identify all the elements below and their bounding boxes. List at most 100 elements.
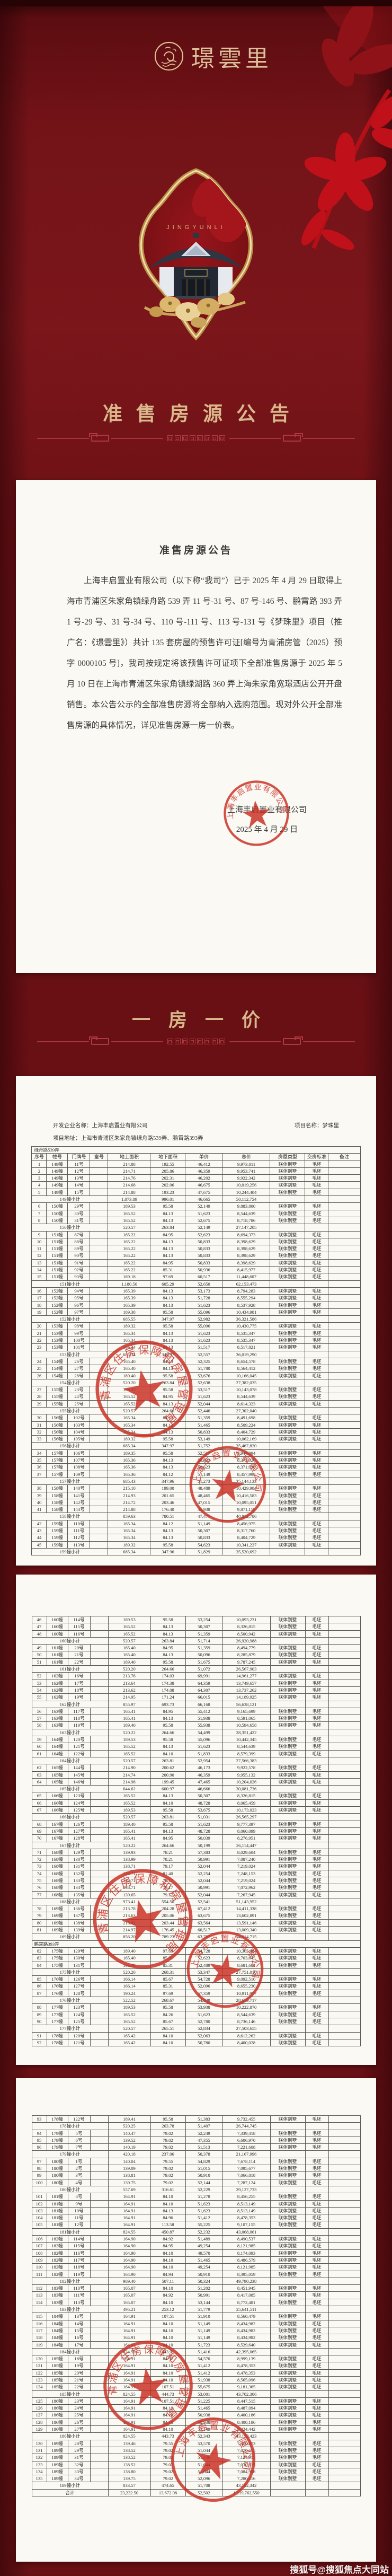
table-row: 110 182幢 118号 164.90 84.10 49,254 8,121,985 联体别… [31, 2263, 361, 2271]
table-row: 109 182幢 117号 164.90 84.10 51,465 8,486,579 联体别… [31, 2256, 361, 2264]
table-row: 123 185幢 21号 164.91 84.10 51,938 8,565,096 联体别墅… [31, 2376, 361, 2384]
table-row: 72 168幢 130号 138.99 78.21 50,991 7,087,240 联体别墅… [31, 1856, 361, 1863]
price-table: 46 160幢 114号 189.53 95.58 53,254 10,093,231 联体别… [31, 1615, 361, 2047]
ornamental-divider [37, 433, 355, 442]
table-row: 104 181幢 11号 164.91 84.96 51,412 8,478,353 联体别墅… [31, 2214, 361, 2222]
table-row: 127 186幢 25号 164.91 84.10 50,938 8,400,186 联体别墅… [31, 2411, 361, 2419]
table-row: 80 169幢 138号 213.82 203.44 63,564 13,591,146 联体… [31, 1919, 361, 1927]
table-row: 169幢小计 856.20 789.23 63,787 54,614,715 [31, 1933, 361, 1941]
brand-logo: 璟雲里 [17, 39, 392, 73]
table-row: 103 181幢 10号 164.91 84.13 51,623 8,513,149 联体别墅… [31, 2206, 361, 2215]
table-row: 38 158幢 140号 215.10 199.00 48,489 10,429,984 联体… [31, 1484, 361, 1492]
table-row: 75 168幢 133号 138.71 79.17 52,044 7,219,024 联体别墅… [31, 1876, 361, 1885]
table-row: 37 157幢 109号 165.36 84.12 51,149 8,457,999 联体别墅… [31, 1470, 361, 1478]
table-row: 29 155幢 25号 165.52 84.13 52,044 8,614,323 联体别墅毛… [31, 1400, 361, 1408]
table-row: 102 181幢 9号 164.91 84.10 51,623 8,513,149 联体别墅毛… [31, 2200, 361, 2208]
table-row: 25 154幢 27号 165.40 84.13 51,780 8,564,412 联体别墅毛… [31, 1365, 361, 1373]
table-row: 185幢小计 824.55 444.73 53,001 43,702,306 [31, 2390, 361, 2398]
table-row: 135 189幢 34号 139.75 79.02 52,096 7,280,416 联体别墅… [31, 2475, 361, 2483]
table-row: 82 175幢 129号 189.40 97.69 54,728 10,365,484 联体别… [31, 1947, 361, 1955]
table-row: 89 177幢 124号 165.52 84.26 51,623 8,544,639 联体别墅… [31, 2010, 361, 2018]
ornamental-divider [37, 1036, 355, 1045]
table-row: 120 185幢 18号 164.91 84.92 54,570 8,999,139 联体别墅… [31, 2355, 361, 2363]
table-row: 28 155幢 24号 165.52 84.95 51,623 8,544,639 联体别墅毛… [31, 1393, 361, 1401]
table-row: 34 157幢 106号 189.35 95.58 52,517 9,944,094 联体别墅… [31, 1449, 361, 1457]
table-row: 180幢小计 557.69 316.61 52,229 29,127,733 [31, 2185, 361, 2194]
table-row: 40 158幢 142号 214.72 203.46 47,015 10,095,051 联体… [31, 1498, 361, 1507]
table-row: 179幢小计 420.18 237.06 50,378 21,167,996 [31, 2150, 361, 2158]
table-row: 189幢小计 833.57 474.65 51,708 43,102,342 [31, 2482, 361, 2490]
table-row: 84 175幢 131号 165.40 85.31 52,489 8,681,681 联体别墅… [31, 1961, 361, 1969]
table-row: 14 151幢 92号 165.22 85.31 50,936 8,415,977 联体别墅毛… [31, 1266, 361, 1274]
table-row: 46 160幢 114号 189.53 95.58 53,254 10,093,231 联体别… [31, 1615, 361, 1624]
price-section-title: 一房一价 [131, 1010, 278, 1031]
table-row: 121 185幢 19号 164.91 84.10 51,412 8,478,353 联体别墅… [31, 2362, 361, 2370]
table-row: 4 149幢 14号 214.68 202.06 46,675 10,019,256 联体别墅… [31, 1181, 361, 1189]
table-row: 81 169幢 139号 214.97 176.45 60,517 13,009,340 联体… [31, 1926, 361, 1934]
table-row: 33 156幢 105号 189.32 95.58 53,149 10,062,169 联体别… [31, 1435, 361, 1443]
table-row: 19 152幢 97号 189.38 95.58 55,096 10,434,981 联体别墅… [31, 1308, 361, 1316]
table-row: 42 159幢 110号 165.34 84.12 51,149 8,456,975 联体别墅… [31, 1519, 361, 1528]
table-row: 132 189幢 31号 138.52 79.02 51,436 7,124,915 联体别墅… [31, 2454, 361, 2461]
table-row: 21 153幢 99号 165.34 84.13 51,623 8,535,347 联体别墅毛… [31, 1329, 361, 1338]
table-row: 2 149幢 12号 214.71 205.86 46,359 9,953,741 联体别墅毛… [31, 1167, 361, 1175]
announcement-document: 准售房源公告 上海丰启置业有限公司（以下称“我司”）已于 2025 年 4 月 … [16, 480, 376, 973]
top-dark-band [0, 0, 392, 6]
table-row: 41 158幢 143号 214.88 176.40 45,938 9,871,158 联体别… [31, 1506, 361, 1514]
table-row: 26 154幢 28号 189.40 95.58 53,676 10,166,045 联体别墅… [31, 1371, 361, 1379]
table-row: 24 154幢 26号 165.40 84.13 52,325 8,654,578 联体别墅毛… [31, 1357, 361, 1366]
table-row: 175幢小计 520.20 268.31 53,347 27,751,010 [31, 1968, 361, 1976]
table-row: 67 166幢 125号 189.53 95.58 53,675 10,173,023 联体别… [31, 1806, 361, 1814]
table-row: 44 159幢 112号 165.34 84.13 50,833 8,404,729 联体别墅… [31, 1534, 361, 1542]
table-row: 97 180幢 1号 140.04 79.55 54,829 7,678,114 联体别墅 毛坯 [31, 2157, 361, 2166]
table-row: 27 155幢 23号 189.53 95.58 53,517 10,143,078 联体别墅… [31, 1386, 361, 1394]
price-table-page-2: 46 160幢 114号 189.53 95.58 53,254 10,093,231 联体别… [16, 1575, 376, 2065]
table-row: 178幢小计 520.25 263.78 51,407 26,744,745 [31, 2122, 361, 2130]
table-row: 18 152幢 96号 165.39 84.13 51,623 8,537,928 联体别墅毛… [31, 1301, 361, 1309]
price-table-page-1: 开发企业名称：上海丰启置业有限公司 项目名称：梦珠里 项目地址：上海市青浦区朱家… [16, 1076, 376, 1566]
table-row: 91 178幢 120号 165.42 84.10 52,063 8,612,262 联体别墅… [31, 2032, 361, 2039]
table-row: 87 176幢 128号 190.24 97.69 57,359 10,911,977 联体别… [31, 1989, 361, 1998]
table-row: 150幢小计 520.57 263.84 52,149 27,147,205 [31, 1224, 361, 1232]
table-row: 177幢小计 520.57 265.51 52,834 27,503,655 [31, 2025, 361, 2033]
developer-name: 开发企业名称：上海丰启置业有限公司 [53, 1123, 148, 1129]
table-row: 60 164幢 121号 165.52 84.13 51,623 8,544,639 联体别墅… [31, 1743, 361, 1751]
signature-date: 2025 年 4 月 29 日 [236, 825, 298, 834]
table-row: 56 163幢 117号 165.41 84.95 55,412 9,165,699 联体别墅… [31, 1707, 361, 1716]
table-row: 32 156幢 104号 165.34 84.13 50,833 8,404,729 联体别墅… [31, 1428, 361, 1436]
table-row: 48 160幢 116号 165.52 84.13 51,359 8,500,942 联体别墅… [31, 1630, 361, 1638]
table-row: 30 156幢 102号 165.34 84.13 51,359 8,491,698 联体别墅… [31, 1414, 361, 1422]
table-row: 93 178幢 122号 189.41 95.58 51,383 9,732,455 联体别墅… [31, 2115, 361, 2123]
table-row: 68 167幢 126号 189.40 95.58 51,623 9,777,397 联体别墅… [31, 1820, 361, 1828]
table-row: 3 149幢 13号 214.76 202.31 46,202 9,922,342 联体别墅毛… [31, 1174, 361, 1182]
table-row: 50 161幢 21号 165.40 84.13 50,096 8,285,879 联体别墅毛… [31, 1651, 361, 1659]
gold-flowers [144, 293, 246, 328]
document-title: 准售房源公告 [159, 545, 233, 556]
table-row: 117 184幢 15号 164.91 84.10 51,149 8,434,982 联体别墅… [31, 2326, 361, 2335]
table-row: 8 150幢 31号 165.52 84.13 52,675 8,718,786 联体别墅 毛坯 [31, 1216, 361, 1225]
table-row: 86 176幢 127号 166.14 85.31 52,096 8,655,230 联体别墅… [31, 1982, 361, 1990]
table-row: 108 182幢 116号 164.90 84.10 49,570 8,174,093 联体别… [31, 2249, 361, 2257]
table-row: 107 182幢 115号 164.90 84.95 49,254 8,121,985 联体别… [31, 2242, 361, 2250]
signature-block: 上海丰启置业有限公司 2025 年 4 月 29 日 [221, 801, 313, 840]
table-row: 116 184幢 14号 164.91 84.10 51,149 8,434,982 联体别墅… [31, 2319, 361, 2327]
brand-name-en: JINGYUNLI [166, 224, 226, 231]
table-row: 149幢小计 1,073.89 996.01 46,665 50,112,754 [31, 1195, 361, 1203]
table-row: 186幢小计 824.55 443.73 52,343 43,159,423 [31, 2432, 361, 2440]
table-meta: 开发企业名称：上海丰启置业有限公司 项目名称：梦珠里 项目地址：上海市青浦区朱家… [16, 1076, 376, 1143]
table-row: 76 168幢 134号 138.71 79.17 50,991 7,072,962 联体别墅… [31, 1884, 361, 1892]
table-row: 176幢小计 522.52 268.67 54,849 28,659,717 [31, 1997, 361, 2004]
table-row: 125 186幢 23号 164.91 107.51 51,225 8,447,515 联体别… [31, 2397, 361, 2405]
price-table: 93 178幢 122号 189.41 95.58 51,383 9,732,455 联体别墅… [31, 2115, 361, 2497]
table-row: 122 185幢 20号 164.91 84.10 51,412 8,478,353 联体别墅… [31, 2369, 361, 2377]
table-row: 74 168幢 132号 138.71 81.40 52,254 7,248,153 联体别墅… [31, 1869, 361, 1877]
table-row: 105 181幢 12号 164.91 113.58 55,225 9,107,155 联体别… [31, 2221, 361, 2229]
table-row: 160幢小计 520.57 263.84 51,714 26,920,988 [31, 1637, 361, 1645]
table-row: 6 150幢 29号 189.53 95.58 52,149 9,883,800 联体别墅 毛坯 [31, 1202, 361, 1210]
table-row: 79 169幢 137号 213.63 205.06 63,675 13,602,891 联体… [31, 1912, 361, 1920]
jade-emblem-icon [154, 41, 184, 71]
table-row: 22 153幢 100号 165.34 84.13 51,623 8,535,347 联体别墅… [31, 1337, 361, 1344]
table-row: 35 157幢 107号 165.36 84.13 50,623 8,371,020 联体别墅… [31, 1456, 361, 1464]
table-row: 133 189幢 32号 138.52 79.02 51,044 7,070,615 联体别墅… [31, 2460, 361, 2468]
table-row: 114 183幢 113号 165.07 84.10 53,144 8,772,481 联体别… [31, 2298, 361, 2307]
